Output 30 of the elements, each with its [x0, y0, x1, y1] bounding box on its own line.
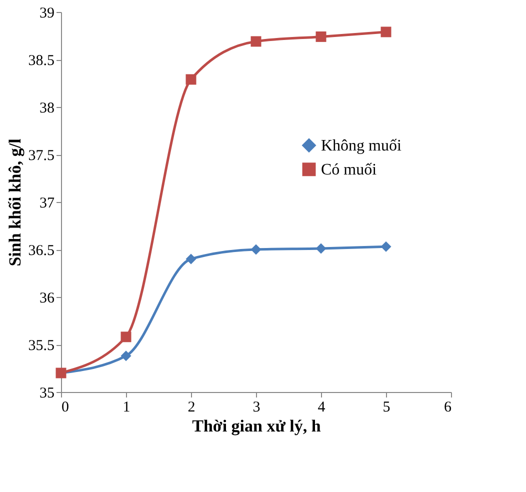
y-tick-label: 37 — [40, 196, 55, 212]
x-tick-label: 2 — [188, 400, 196, 416]
x-axis-title: Thời gian xử lý, h — [192, 416, 322, 436]
point — [120, 350, 132, 362]
y-axis-title: Sinh khối khô, g/l — [5, 138, 24, 266]
point — [316, 31, 326, 42]
point — [120, 332, 132, 342]
y-tick-label: 39 — [40, 6, 54, 22]
legend-label: Không muối — [321, 137, 402, 154]
x-tick-label: 1 — [122, 400, 130, 416]
legend-label: Có muối — [321, 161, 378, 178]
x-tick-label: 6 — [444, 400, 452, 416]
x-tick-label: 5 — [382, 400, 390, 416]
y-tick-label: 36 — [40, 290, 55, 306]
point — [380, 241, 392, 252]
x-tick-label: 0 — [62, 400, 69, 416]
point — [316, 243, 326, 254]
point — [186, 254, 196, 264]
point — [380, 26, 392, 38]
y-tick-label: 38.5 — [28, 53, 54, 69]
point — [250, 36, 262, 47]
y-tick-label: 36.5 — [28, 243, 54, 259]
y-tick-label: 35.5 — [28, 338, 54, 354]
point — [250, 244, 262, 255]
y-tick-label: 35 — [40, 386, 54, 402]
y-tick-label: 37.5 — [28, 148, 54, 164]
point — [186, 74, 196, 85]
y-tick-label: 38 — [40, 100, 54, 116]
x-tick-label: 4 — [318, 400, 326, 416]
x-tick-label: 3 — [252, 400, 260, 416]
